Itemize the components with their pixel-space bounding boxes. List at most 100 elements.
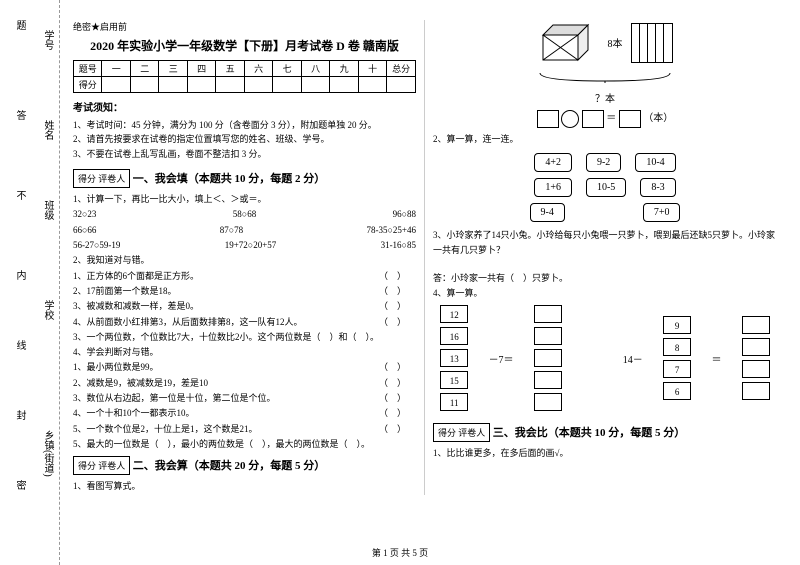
equals-sign: ＝ — [606, 113, 616, 124]
blank-box[interactable] — [742, 316, 770, 334]
calc-box: 8-3 — [640, 178, 675, 197]
calc-box: 10-4 — [635, 153, 675, 172]
td[interactable] — [387, 77, 416, 93]
tf-item: 2、17前面第一个数是18。 — [73, 286, 177, 296]
q2-4: 4、算一算。 — [433, 286, 777, 301]
td[interactable] — [244, 77, 272, 93]
tf-item: 2、减数是9，被减数是19，差是10 — [73, 378, 208, 388]
q1-lead: 1、计算一下，再比一比大小，填上＜、＞或＝。 — [73, 192, 416, 207]
num-box: 15 — [440, 371, 468, 389]
output-stack — [742, 316, 770, 400]
qmark-label: ？本 — [565, 90, 645, 105]
sidebar-field-id: 学号 — [40, 30, 55, 50]
sidebar-field-class: 班级 — [40, 200, 55, 220]
tf-item: 5、一个数个位是2，十位上是1，这个数是21。 — [73, 424, 258, 434]
blank-box[interactable] — [534, 371, 562, 389]
paren[interactable]: （ ） — [379, 299, 406, 314]
blank-box[interactable] — [534, 327, 562, 345]
equals-label: ＝ — [711, 351, 721, 366]
blank-box[interactable] — [582, 110, 604, 128]
paren[interactable]: （ ） — [379, 406, 406, 421]
seal-mark-6: 封 — [12, 410, 27, 420]
package-icon — [538, 20, 598, 65]
op-label: －7＝ — [489, 351, 514, 366]
cmp: 96○88 — [393, 207, 416, 222]
num-box: 13 — [440, 349, 468, 367]
paren[interactable]: （ ） — [379, 315, 406, 330]
num-box: 7 — [663, 360, 691, 378]
paren[interactable]: （ ） — [379, 284, 406, 299]
seal-mark-2: 答 — [12, 110, 27, 120]
num-box: 9 — [663, 316, 691, 334]
sidebar-field-town: 乡镇(街道) — [40, 430, 55, 477]
page-footer: 第 1 页 共 5 页 — [0, 546, 800, 559]
th: 一 — [102, 61, 130, 77]
left-column: 绝密★启用前 2020 年实验小学一年级数学【下册】月考试卷 D 卷 赣南版 题… — [65, 20, 425, 495]
binding-sidebar: 学号 姓名 班级 学校 乡镇(街道) 题 答 不 内 线 封 密 — [0, 0, 60, 565]
td[interactable] — [301, 77, 329, 93]
cmp: 56-27○59-19 — [73, 238, 120, 253]
seal-mark-3: 不 — [12, 190, 27, 200]
th: 题号 — [74, 61, 102, 77]
page-content: 绝密★启用前 2020 年实验小学一年级数学【下册】月考试卷 D 卷 赣南版 题… — [65, 20, 795, 495]
td[interactable] — [102, 77, 130, 93]
paren[interactable]: （ ） — [379, 376, 406, 391]
blank-circle[interactable] — [561, 110, 579, 128]
paren[interactable]: （ ） — [379, 391, 406, 406]
sidebar-field-name: 姓名 — [40, 120, 55, 140]
tf-item: 4、从前面数小红排第3，从后面数排第8，这一队有12人。 — [73, 317, 303, 327]
td[interactable] — [187, 77, 215, 93]
blank-box[interactable] — [534, 393, 562, 411]
blank-box[interactable] — [742, 382, 770, 400]
num-box: 12 — [440, 305, 468, 323]
th: 七 — [273, 61, 301, 77]
cmp: 58○68 — [233, 207, 256, 222]
th: 总分 — [387, 61, 416, 77]
td[interactable] — [358, 77, 386, 93]
score-table: 题号 一 二 三 四 五 六 七 八 九 十 总分 得分 — [73, 60, 416, 93]
calc-box: 4+2 — [534, 153, 572, 172]
th: 二 — [130, 61, 158, 77]
section-1-title: 一、我会填（本题共 10 分，每题 2 分） — [133, 173, 326, 185]
paren[interactable]: （ ） — [379, 360, 406, 375]
td[interactable] — [159, 77, 187, 93]
notice-list: 1、考试时间：45 分钟，满分为 100 分（含卷面分 3 分），附加题单独 2… — [73, 118, 416, 161]
blank-box[interactable] — [619, 110, 641, 128]
blank-box[interactable] — [742, 360, 770, 378]
box-count-label: 8本 — [608, 35, 623, 50]
sheets-icon — [633, 23, 673, 63]
td[interactable] — [330, 77, 358, 93]
td[interactable] — [273, 77, 301, 93]
q3-1: 1、比比谁更多，在多后面的画√。 — [433, 446, 777, 461]
cmp: 32○23 — [73, 207, 96, 222]
blank-box[interactable] — [742, 338, 770, 356]
right-column: 8本 ？本 ＝ （本） 2、算一算，连一连。 4+2 9-2 10-4 1+6 … — [425, 20, 785, 495]
td[interactable] — [130, 77, 158, 93]
seal-mark-5: 线 — [12, 340, 27, 350]
notice-item: 3、不要在试卷上乱写乱画，卷面不整洁扣 3 分。 — [73, 147, 416, 161]
q2-3-answer: 答：小玲家一共有（ ）只萝卜。 — [433, 271, 777, 286]
td[interactable] — [216, 77, 244, 93]
calc-stacks: 12 16 13 15 11 －7＝ 14－ 9 8 7 6 — [433, 305, 777, 411]
equation-row: ＝ （本） — [433, 109, 777, 128]
th: 四 — [187, 61, 215, 77]
blank-box[interactable] — [534, 305, 562, 323]
cmp: 31-16○85 — [381, 238, 416, 253]
sidebar-field-school: 学校 — [40, 300, 55, 320]
section-3-title: 三、我会比（本题共 10 分，每题 5 分） — [493, 427, 686, 439]
seal-mark-4: 内 — [12, 270, 27, 280]
secrecy-tag: 绝密★启用前 — [73, 20, 416, 33]
blank-box[interactable] — [537, 110, 559, 128]
tf-item: 4、一个十和10个一都表示10。 — [73, 408, 195, 418]
tf-item: 1、正方体的6个面都是正方形。 — [73, 271, 199, 281]
blank-box[interactable] — [534, 349, 562, 367]
calc-box: 9-2 — [586, 153, 621, 172]
num-box: 6 — [663, 382, 691, 400]
input-stack: 9 8 7 6 — [663, 316, 691, 400]
cmp: 19+72○20+57 — [225, 238, 277, 253]
input-stack: 12 16 13 15 11 — [440, 305, 468, 411]
paren[interactable]: （ ） — [379, 422, 406, 437]
num-box: 8 — [663, 338, 691, 356]
num-box: 11 — [440, 393, 468, 411]
paren[interactable]: （ ） — [379, 269, 406, 284]
